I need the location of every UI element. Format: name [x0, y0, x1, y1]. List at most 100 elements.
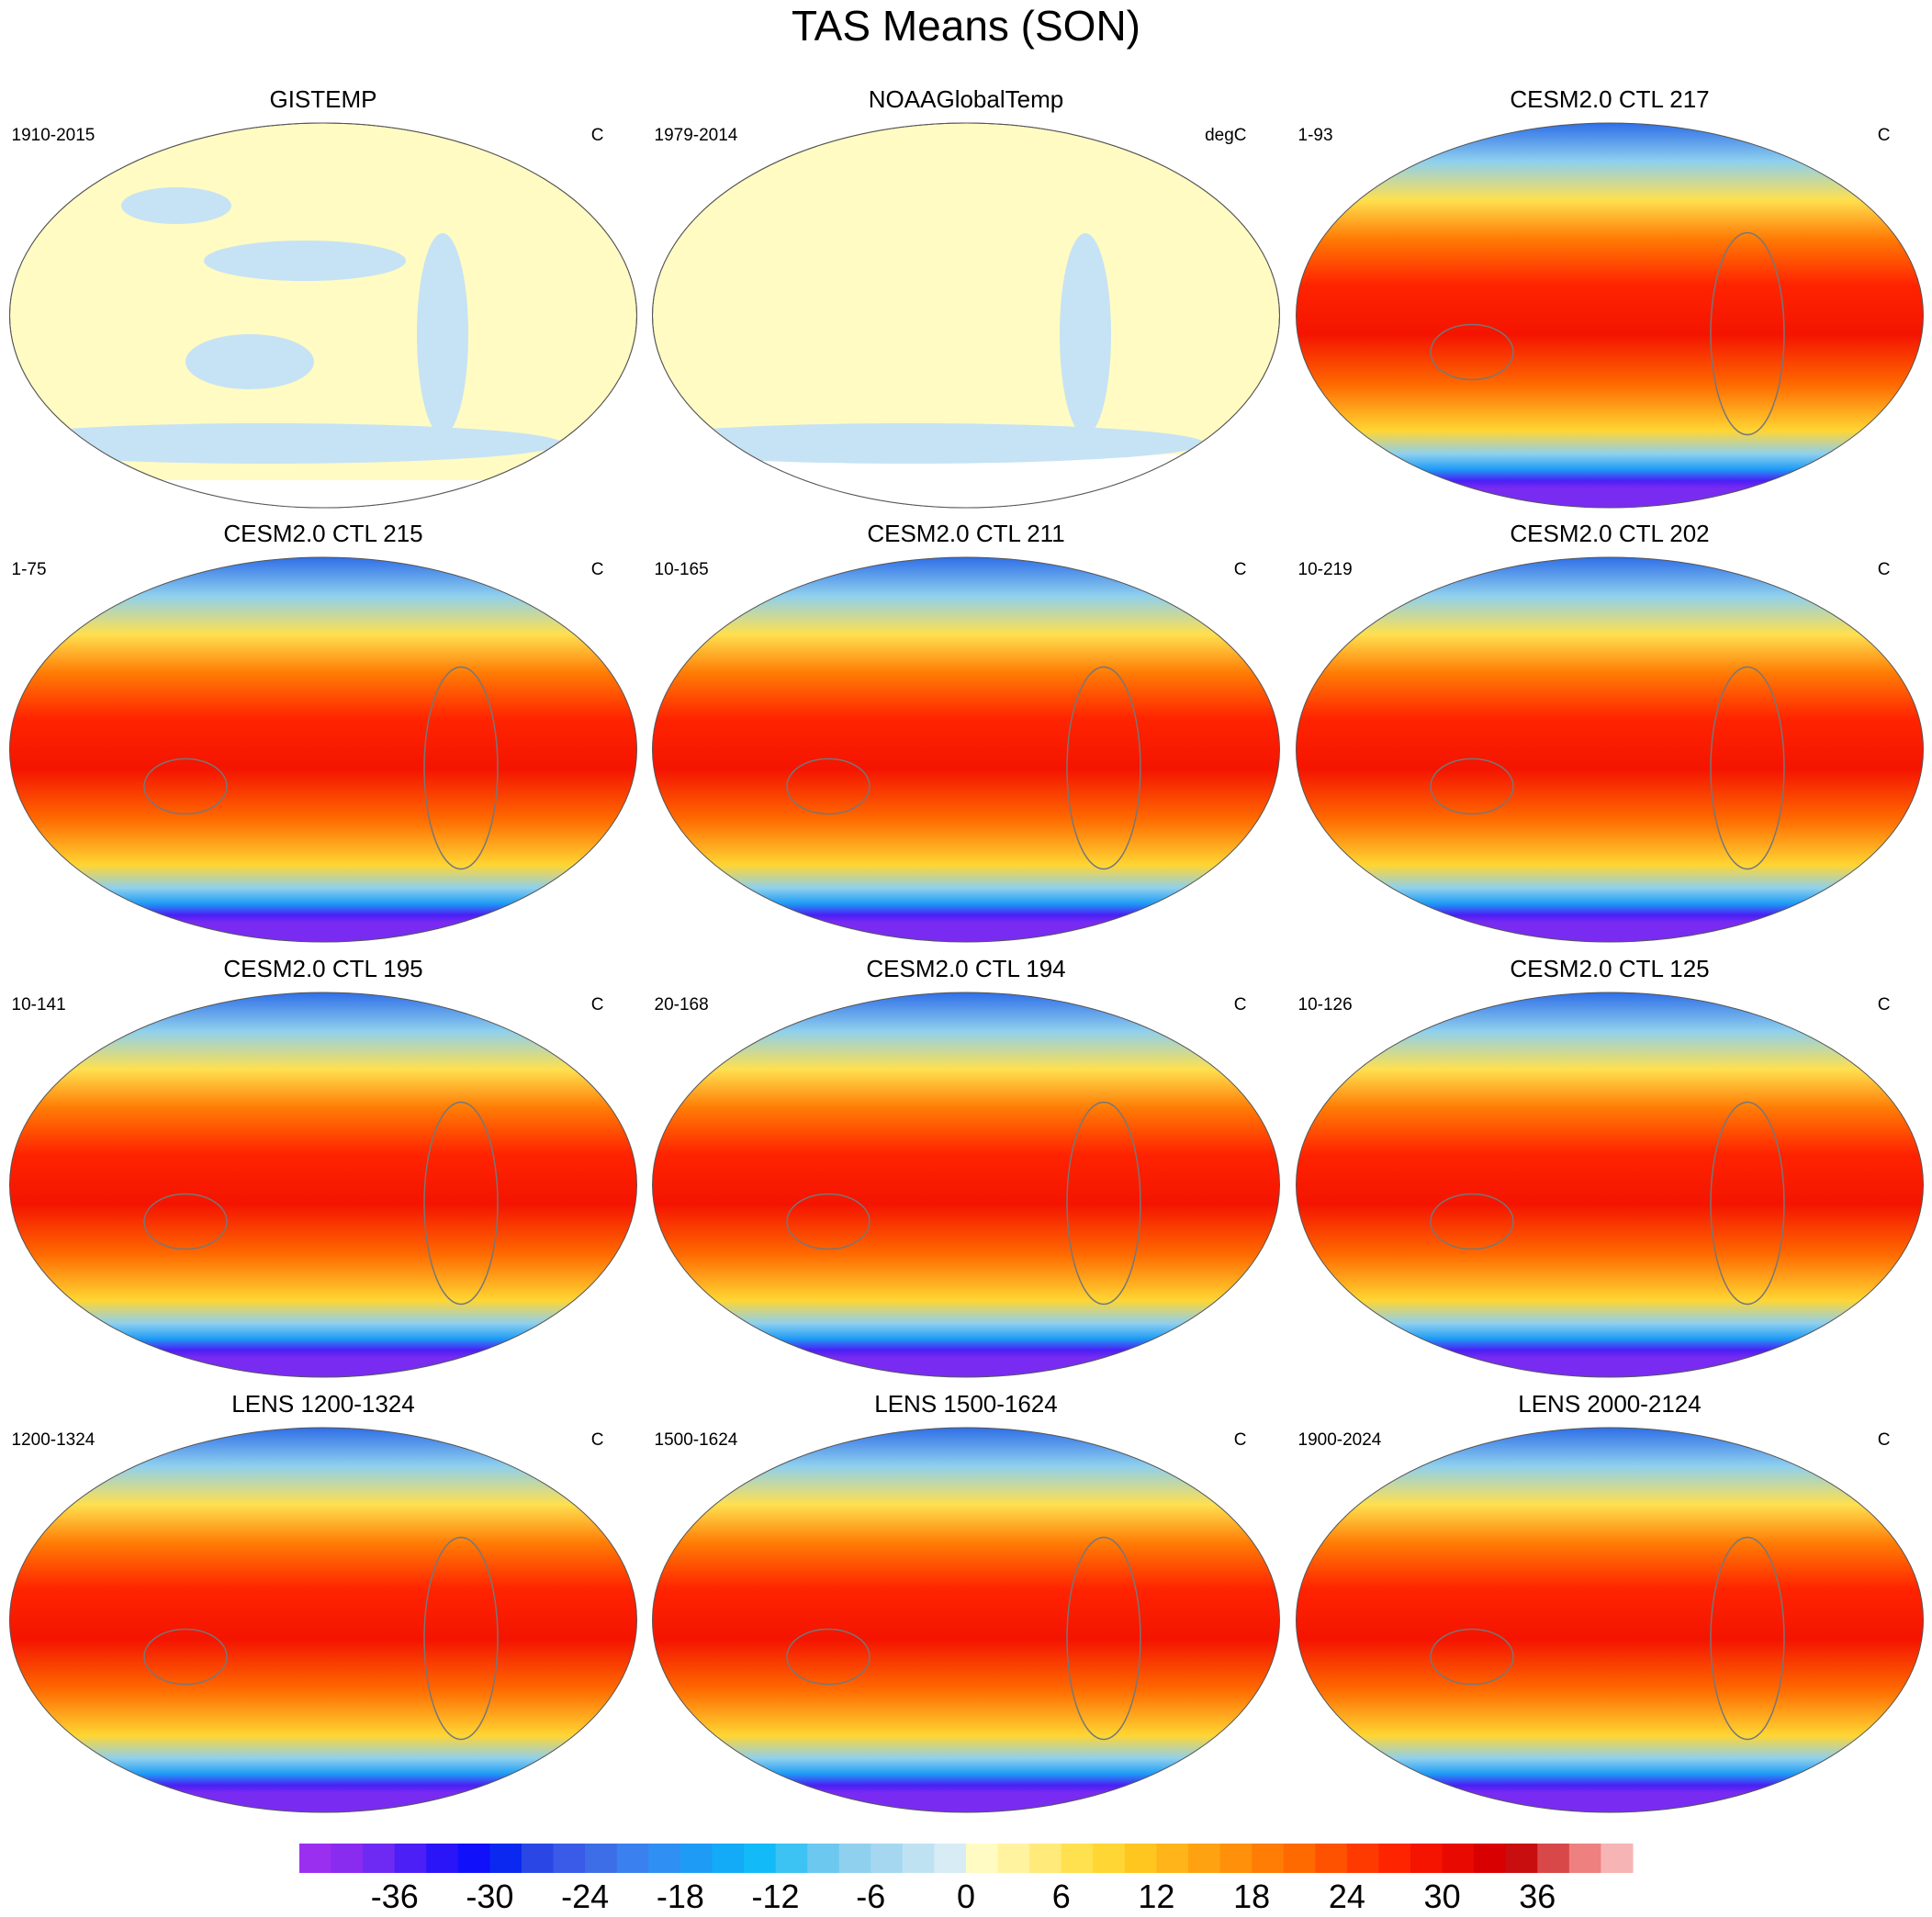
colorbar-box: [331, 1844, 364, 1873]
colorbar-tick-label: 18: [1233, 1878, 1270, 1915]
colorbar-box: [744, 1844, 777, 1873]
colorbar-tick-label: -24: [561, 1878, 609, 1915]
map-outline: [9, 122, 637, 509]
colorbar-box: [1378, 1844, 1411, 1873]
colorbar-box: [616, 1844, 649, 1873]
map-panel: LENS 2000-2124 1900-2024 C: [1296, 1390, 1924, 1813]
land-outline: [1710, 666, 1785, 870]
panel-title: LENS 1500-1624: [874, 1390, 1057, 1418]
map-field: [1296, 1427, 1924, 1813]
land-outline: [423, 666, 499, 870]
colorbar-tick-label: 12: [1138, 1878, 1174, 1915]
map-panel: CESM2.0 CTL 194 20-168 C: [652, 955, 1280, 1378]
map-panel: CESM2.0 CTL 125 10-126 C: [1296, 955, 1924, 1378]
cool-area: [185, 334, 314, 389]
figure-title: TAS Means (SON): [792, 2, 1140, 50]
map-panel: CESM2.0 CTL 217 1-93 C: [1296, 85, 1924, 509]
colorbar-box: [680, 1844, 713, 1873]
land-outline: [1710, 1101, 1785, 1306]
land-outline: [143, 757, 228, 815]
map-panel: GISTEMP 1910-2015 C: [9, 85, 637, 509]
colorbar-box: [1283, 1844, 1316, 1873]
land-outline: [143, 1628, 228, 1686]
map-field: [652, 1427, 1280, 1813]
panel-left-label: 10-126: [1298, 995, 1353, 1015]
colorbar-tick-label: 30: [1424, 1878, 1461, 1915]
panel-left-label: 1500-1624: [655, 1430, 738, 1450]
cool-area: [9, 423, 562, 464]
land-outline: [1710, 231, 1785, 436]
colorbar-box: [966, 1844, 999, 1873]
map-panel: CESM2.0 CTL 215 1-75 C: [9, 520, 637, 943]
land-outline: [786, 1193, 871, 1250]
panel-right-label: C: [1234, 995, 1247, 1015]
colorbar-tick-label: -30: [466, 1878, 513, 1915]
panel-title: CESM2.0 CTL 211: [867, 520, 1064, 547]
colorbar-box: [1124, 1844, 1157, 1873]
panel-right-label: C: [1878, 1430, 1891, 1450]
map-panel: CESM2.0 CTL 211 10-165 C: [652, 520, 1280, 943]
map-panel: CESM2.0 CTL 195 10-141 C: [9, 955, 637, 1378]
land-outline: [143, 1193, 228, 1250]
panel-right-label: degC: [1205, 126, 1246, 145]
colorbar-box: [489, 1844, 522, 1873]
colorbar-tick-label: -6: [856, 1878, 885, 1915]
land-outline: [1430, 323, 1514, 381]
map-field: [652, 556, 1280, 943]
map-panel: NOAAGlobalTemp 1979-2014 degC: [652, 85, 1280, 509]
colorbar-box: [1093, 1844, 1126, 1873]
colorbar-box: [1601, 1844, 1634, 1873]
colorbar-box: [838, 1844, 871, 1873]
map-field: [652, 992, 1280, 1378]
colorbar-box: [1219, 1844, 1252, 1873]
panel-right-label: C: [591, 560, 604, 579]
colorbar-box: [1410, 1844, 1443, 1873]
land-outline: [1066, 1101, 1141, 1306]
colorbar-tick-label: -12: [752, 1878, 800, 1915]
land-outline: [423, 1101, 499, 1306]
panel-title: CESM2.0 CTL 194: [866, 955, 1065, 982]
map-panel: LENS 1200-1324 1200-1324 C: [9, 1390, 637, 1813]
colorbar-tick-label: 24: [1329, 1878, 1365, 1915]
colorbar-box: [1537, 1844, 1570, 1873]
panel-title: CESM2.0 CTL 217: [1510, 85, 1709, 113]
colorbar-tick-label: -36: [371, 1878, 419, 1915]
panel-right-label: C: [1234, 1430, 1247, 1450]
colorbar-box: [1315, 1844, 1348, 1873]
land-outline: [786, 1628, 871, 1686]
colorbar-box: [648, 1844, 681, 1873]
colorbar-box: [457, 1844, 490, 1873]
map-field: [9, 992, 637, 1378]
panel-title: LENS 2000-2124: [1518, 1390, 1701, 1418]
cool-area: [652, 423, 1205, 464]
colorbar-box: [775, 1844, 808, 1873]
map-field: [1296, 122, 1924, 509]
colorbar-box: [934, 1844, 967, 1873]
map-panel: CESM2.0 CTL 202 10-219 C: [1296, 520, 1924, 943]
cool-area: [204, 241, 406, 281]
panel-title: NOAAGlobalTemp: [869, 85, 1063, 113]
map-field: [1296, 992, 1924, 1378]
colorbar-tick-label: 0: [957, 1878, 975, 1915]
panels: GISTEMP 1910-2015 C NOAAGlobalTemp 1979-2014…: [9, 85, 1924, 1813]
cool-area: [121, 187, 231, 224]
land-outline: [786, 757, 871, 815]
cool-area: [1060, 233, 1111, 435]
panel-title: CESM2.0 CTL 202: [1510, 520, 1709, 547]
colorbar-box: [871, 1844, 904, 1873]
colorbar-box: [426, 1844, 459, 1873]
panel-left-label: 10-165: [655, 560, 709, 579]
land-outline: [1066, 1536, 1141, 1741]
map-panel: LENS 1500-1624 1500-1624 C: [652, 1390, 1280, 1813]
colorbar-box: [1252, 1844, 1285, 1873]
panel-title: GISTEMP: [269, 85, 376, 113]
colorbar-tick-label: 6: [1052, 1878, 1071, 1915]
colorbar-box: [299, 1844, 332, 1873]
panel-left-label: 1200-1324: [12, 1430, 95, 1450]
colorbar-box: [363, 1844, 396, 1873]
panel-right-label: C: [1234, 560, 1247, 579]
panel-right-label: C: [591, 995, 604, 1015]
colorbar-box: [522, 1844, 555, 1873]
panel-right-label: C: [1878, 126, 1891, 145]
panel-title: CESM2.0 CTL 215: [223, 520, 422, 547]
